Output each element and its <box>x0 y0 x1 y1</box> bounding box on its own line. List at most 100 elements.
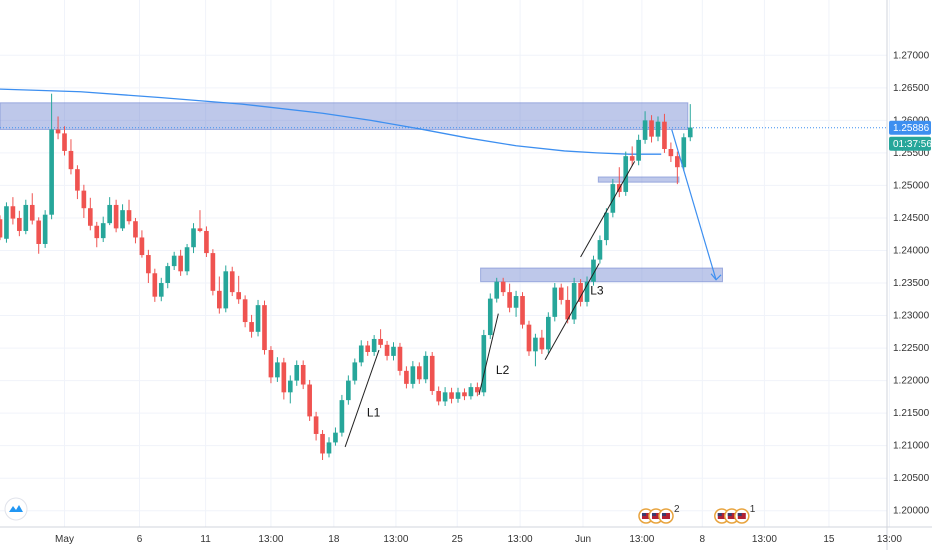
candle-body <box>378 338 383 345</box>
candle-body <box>371 338 377 352</box>
candle-body <box>255 305 261 332</box>
event-flag-icon[interactable] <box>658 508 674 524</box>
candle-body <box>565 299 571 320</box>
trendline-3[interactable] <box>544 263 600 361</box>
trendlines <box>344 129 722 448</box>
candle-95 <box>610 178 616 218</box>
candle-54 <box>346 375 351 405</box>
candle-18 <box>113 199 119 233</box>
x-tick-label: 8 <box>700 534 706 545</box>
candle-36 <box>229 266 235 297</box>
candle-body <box>526 324 532 352</box>
candle-body <box>171 255 177 267</box>
candle-26 <box>165 262 171 289</box>
candle-body <box>487 298 493 336</box>
candle-79 <box>507 283 512 313</box>
zone-2[interactable] <box>597 176 680 183</box>
candle-body <box>429 355 435 392</box>
candle-30 <box>191 223 196 254</box>
x-tick-label: 13:00 <box>258 534 283 545</box>
candle-body <box>249 322 254 332</box>
candle-62 <box>397 342 403 376</box>
flag-canton <box>717 513 722 516</box>
candle-73 <box>468 383 474 400</box>
candle-4 <box>23 199 29 235</box>
candle-body <box>81 190 87 209</box>
candle-body <box>236 292 242 300</box>
candle-8 <box>49 93 54 220</box>
candle-body <box>275 362 280 378</box>
candle-body <box>591 259 596 282</box>
x-tick-label: 6 <box>137 534 143 545</box>
candle-body <box>36 220 42 244</box>
candle-17 <box>107 197 112 226</box>
tradingview-logo[interactable] <box>4 497 28 521</box>
candle-body <box>133 221 138 238</box>
x-tick-label: May <box>55 534 74 545</box>
candle-32 <box>204 226 209 257</box>
trendline-2[interactable] <box>478 313 499 396</box>
y-tick-label: 1.21500 <box>893 408 930 419</box>
candle-body <box>391 346 396 356</box>
current-price-tag <box>889 120 931 135</box>
candle-48 <box>307 379 312 421</box>
candle-86 <box>552 283 558 322</box>
candle-body <box>449 392 454 399</box>
trendline-4[interactable] <box>580 161 636 258</box>
candle-57 <box>365 340 371 356</box>
y-tick-label: 1.22000 <box>893 376 930 387</box>
candle-body <box>62 133 67 151</box>
candle-23 <box>146 249 151 284</box>
price-axis[interactable]: 1.270001.265001.260001.255001.250001.245… <box>886 0 932 550</box>
trendline-1[interactable] <box>344 349 380 448</box>
time-axis[interactable]: May 6 11 13:00 18 13:00 25 13:00 Jun 13:00 8 13:00 1… <box>0 526 932 545</box>
x-tick-label: 13:00 <box>508 534 533 545</box>
candle-body <box>281 362 287 393</box>
x-tick-label: 25 <box>452 534 464 545</box>
candle-body <box>146 255 151 274</box>
candle-body <box>268 350 274 378</box>
projection-arrow[interactable] <box>671 129 717 280</box>
candle-55 <box>352 358 358 385</box>
candle-0 <box>0 215 3 241</box>
candle-102 <box>655 116 661 142</box>
zones <box>0 102 887 283</box>
y-tick-label: 1.25000 <box>893 180 930 191</box>
candle-104 <box>668 142 674 163</box>
candle-body <box>423 355 429 380</box>
tradingview-logo-icon[interactable] <box>4 497 28 521</box>
candle-49 <box>313 411 319 441</box>
candle-6 <box>36 217 42 254</box>
candle-15 <box>94 221 100 248</box>
candle-body <box>223 271 229 309</box>
candle-35 <box>223 265 229 313</box>
candle-10 <box>62 126 67 156</box>
candle-body <box>320 433 325 454</box>
candle-103 <box>662 113 667 153</box>
current-price-label: 1.25886 <box>893 123 930 134</box>
candle-body <box>178 255 183 272</box>
event-flag-icon[interactable] <box>734 508 750 524</box>
logo-mark <box>9 505 23 512</box>
zone-3[interactable] <box>480 267 724 283</box>
candle-body <box>642 120 648 140</box>
candle-body <box>623 156 629 192</box>
candle-body <box>397 346 403 371</box>
candle-91 <box>584 276 590 307</box>
candle-body <box>210 253 216 291</box>
candle-body <box>294 364 300 381</box>
candle-60 <box>384 340 390 361</box>
candle-body <box>507 292 512 308</box>
candle-84 <box>539 329 545 354</box>
candle-body <box>229 271 235 293</box>
candle-body <box>662 121 667 149</box>
candle-body <box>442 392 448 402</box>
candle-body <box>333 432 338 443</box>
candle-body <box>520 296 525 325</box>
candle-body <box>500 281 506 293</box>
candle-25 <box>158 277 164 302</box>
candle-9 <box>55 116 61 140</box>
candle-body <box>94 225 100 239</box>
